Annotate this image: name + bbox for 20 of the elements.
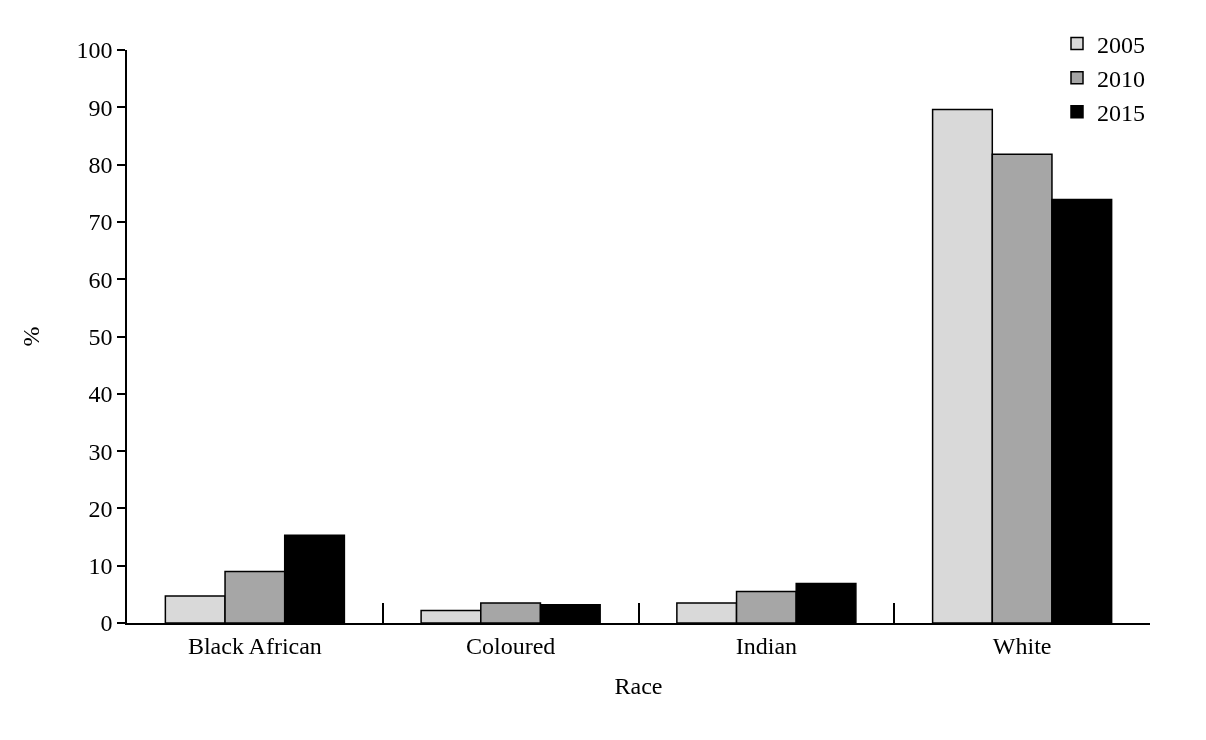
x-tick-label: Indian	[735, 632, 798, 659]
y-tick-label: 100	[76, 37, 113, 64]
legend-label: 2015	[1097, 100, 1145, 127]
x-tick-label: Black African	[187, 632, 322, 659]
y-tick-label: 10	[88, 553, 113, 580]
y-tick-label: 30	[88, 438, 113, 465]
y-tick-label: 50	[88, 323, 113, 350]
y-tick-label: 40	[88, 381, 113, 408]
x-axis-title: Race	[614, 673, 663, 700]
y-axis-title: %	[18, 326, 45, 347]
y-tick-label: 0	[100, 610, 113, 637]
y-tick-label: 70	[88, 209, 113, 236]
x-tick-label: White	[992, 632, 1052, 659]
x-tick-label: Coloured	[465, 632, 556, 659]
legend-label: 2010	[1097, 66, 1145, 93]
y-tick-label: 90	[88, 94, 113, 121]
y-tick-label: 20	[88, 495, 113, 522]
y-tick-label: 80	[88, 152, 113, 178]
legend-label: 2005	[1097, 31, 1145, 58]
y-tick-label: 60	[88, 266, 113, 293]
